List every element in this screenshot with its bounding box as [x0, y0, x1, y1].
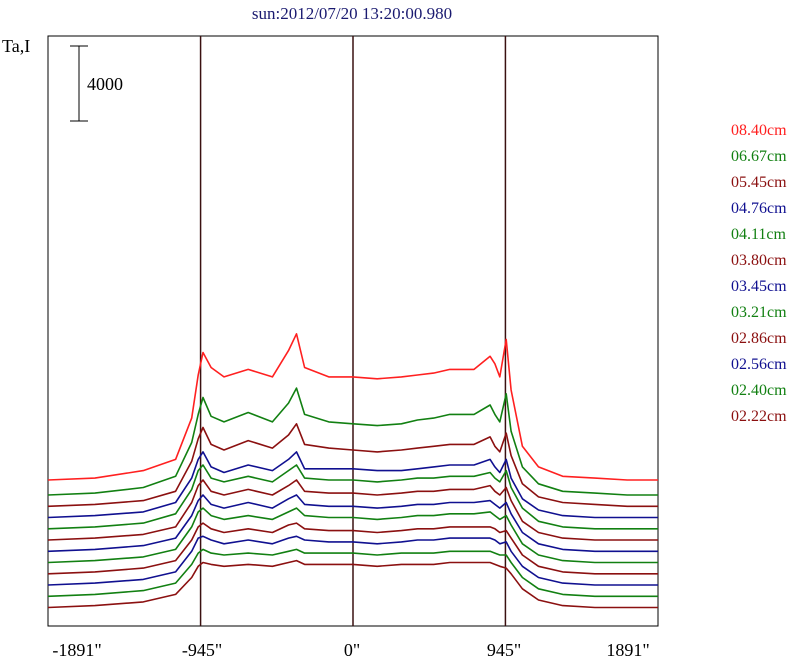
- x-tick-label: 1891": [606, 640, 649, 660]
- x-tick-label: -945": [182, 640, 222, 660]
- series-line: [47, 522, 658, 575]
- legend-entry: 03.21cm: [731, 304, 787, 321]
- legend-entry: 03.80cm: [731, 252, 787, 269]
- series-line: [47, 494, 658, 553]
- legend: 08.40cm 06.67cm 05.45cm 04.76cm 04.11cm …: [731, 122, 787, 425]
- series-line: [47, 507, 658, 564]
- series-line: [47, 464, 658, 530]
- legend-entry: 02.86cm: [731, 330, 787, 347]
- legend-entry: 02.22cm: [731, 408, 787, 425]
- x-tick-label: -1891": [52, 640, 101, 660]
- scale-bar-label: 4000: [87, 74, 123, 94]
- series-line: [47, 535, 658, 586]
- legend-entry: 02.56cm: [731, 356, 787, 373]
- series-line: [47, 479, 658, 541]
- chart-title: sun:2012/07/20 13:20:00.980: [252, 4, 452, 23]
- series-line: [47, 387, 658, 496]
- scale-bar: 4000: [70, 45, 123, 122]
- y-axis-label: Ta,I: [2, 36, 30, 56]
- series-line: [47, 559, 658, 609]
- legend-entry: 03.45cm: [731, 278, 787, 295]
- series-line: [47, 332, 658, 481]
- legend-entry: 06.67cm: [731, 148, 787, 165]
- series-line: [47, 451, 658, 519]
- legend-entry: 02.40cm: [731, 382, 787, 399]
- legend-entry: 05.45cm: [731, 174, 787, 191]
- legend-entry: 04.76cm: [731, 200, 787, 217]
- x-axis-ticks: -1891" -945" 0" 945" 1891": [52, 640, 649, 660]
- x-tick-label: 945": [487, 640, 521, 660]
- legend-entry: 08.40cm: [731, 122, 787, 139]
- legend-entry: 04.11cm: [731, 226, 787, 243]
- x-tick-label: 0": [344, 640, 360, 660]
- series-lines: [47, 332, 658, 609]
- series-line: [47, 548, 658, 598]
- series-line: [47, 422, 658, 508]
- vertical-lines: [199, 36, 507, 626]
